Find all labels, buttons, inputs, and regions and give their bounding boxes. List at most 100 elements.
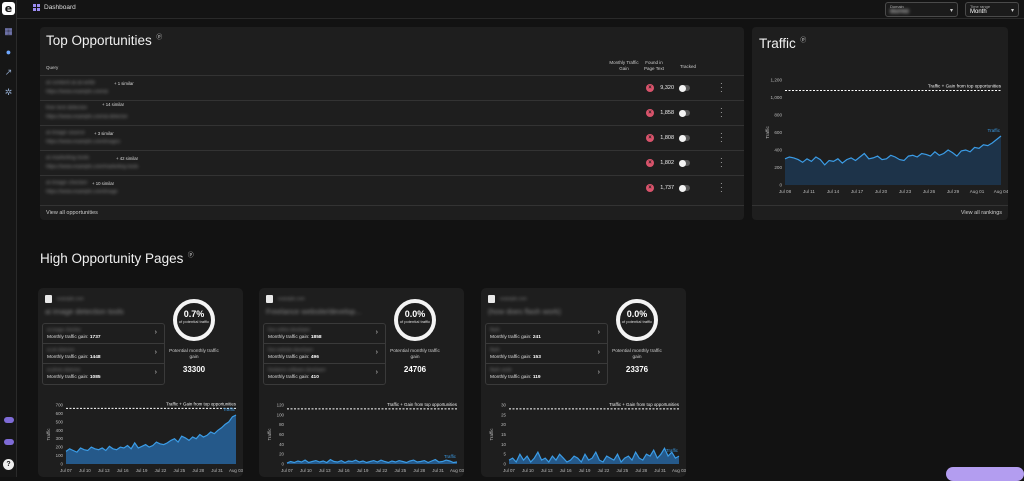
chevron-right-icon[interactable]: ›	[155, 349, 157, 356]
query-row[interactable]: ai photo detector Monthly traffic gain: …	[43, 364, 164, 384]
series-area	[785, 136, 1001, 185]
help-icon[interactable]: ⓟ	[188, 253, 194, 259]
tracked-toggle[interactable]	[679, 135, 690, 141]
chevron-right-icon[interactable]: ›	[598, 369, 600, 376]
domain-select[interactable]: Domain blurred ▾	[885, 2, 958, 17]
x-tick-label: Jul 25	[394, 468, 406, 473]
query-row[interactable]: free website developer Monthly traffic g…	[264, 344, 385, 364]
chevron-right-icon[interactable]: ›	[376, 349, 378, 356]
query-text[interactable]: free text detector	[46, 105, 87, 111]
more-icon[interactable]: ···	[720, 132, 723, 144]
more-icon[interactable]: ···	[720, 107, 723, 119]
query-url[interactable]: https://www.example.com/images	[46, 139, 120, 145]
query-row[interactable]: flash Monthly traffic gain: 153 ›	[486, 344, 607, 364]
tracked-toggle[interactable]	[679, 85, 690, 91]
query-gain: Monthly traffic gain: 1737	[47, 335, 101, 340]
page-title[interactable]: (how does flash work)	[488, 307, 561, 316]
chevron-right-icon[interactable]: ›	[376, 369, 378, 376]
page-card[interactable]: example.com (how does flash work) flash …	[481, 288, 686, 477]
gain-label: Monthly traffic gain:	[268, 375, 310, 380]
page-title[interactable]: Freelance website/develop...	[266, 307, 361, 316]
toggle-a[interactable]	[4, 417, 14, 423]
more-icon[interactable]: ···	[720, 82, 723, 94]
top-opportunities-card: Top Opportunities ⓟ Query Monthly Traffi…	[40, 27, 744, 220]
breadcrumb-label[interactable]: Dashboard	[44, 4, 76, 11]
chevron-down-icon: ▾	[1011, 7, 1014, 14]
table-row[interactable]: ai marketing tools + 42 similar https://…	[40, 150, 744, 175]
x-tick-label: Jul 31	[211, 468, 223, 473]
reference-label: Traffic + Gain from top opportunities	[928, 84, 1002, 89]
chevron-right-icon[interactable]: ›	[376, 329, 378, 336]
query-row[interactable]: free online developer Monthly traffic ga…	[264, 324, 385, 344]
help-icon[interactable]: ⓟ	[800, 38, 806, 44]
query-row[interactable]: freelance software developer Monthly tra…	[264, 364, 385, 384]
col-gain[interactable]: Monthly Traffic Gain	[608, 60, 640, 72]
gain-label: Monthly traffic gain:	[47, 375, 89, 380]
dashboard-icon[interactable]: ▦	[4, 27, 13, 36]
query-list: free online developer Monthly traffic ga…	[263, 323, 386, 385]
similar-badge[interactable]: + 42 similar	[116, 156, 138, 161]
percent-label: of potential traffic	[177, 319, 211, 324]
y-tick-label: 30	[501, 403, 506, 408]
page-card[interactable]: example.com ai image detection tools ai …	[38, 288, 243, 477]
query-text[interactable]: ai content ai-ai-write	[46, 80, 95, 86]
tracked-toggle[interactable]	[679, 185, 690, 191]
help-icon[interactable]: ●	[4, 48, 13, 57]
chart-icon[interactable]: ↗	[4, 68, 13, 77]
query-url[interactable]: https://www.example.com/ai-detector	[46, 114, 128, 120]
x-tick-label: Jul 16	[560, 468, 572, 473]
table-row[interactable]: ai image checker + 10 similar https://ww…	[40, 175, 744, 200]
more-icon[interactable]: ···	[720, 182, 723, 194]
x-tick-label: Jul 20	[875, 189, 888, 194]
query-text[interactable]: ai marketing tools	[46, 155, 89, 161]
page-card[interactable]: example.com Freelance website/develop...…	[259, 288, 464, 477]
similar-badge[interactable]: + 1 similar	[114, 81, 134, 86]
col-found: Found in Page Text	[640, 60, 668, 72]
not-found-icon: ×	[646, 84, 654, 92]
similar-badge[interactable]: + 14 similar	[102, 102, 124, 107]
query-row[interactable]: flash cards Monthly traffic gain: 119 ›	[486, 364, 607, 384]
potential-label: Potential monthly traffic gain	[611, 349, 663, 361]
query-url[interactable]: https://www.example.com/image	[46, 189, 118, 195]
time-range-select[interactable]: Time range Month ▾	[965, 2, 1019, 17]
x-tick-label: Jul 11	[803, 189, 815, 194]
query-url[interactable]: https://www.example.com/marketing-tools	[46, 164, 138, 170]
document-icon	[266, 295, 273, 303]
floating-action-button[interactable]	[946, 467, 1024, 481]
help-icon[interactable]: ⓟ	[156, 35, 162, 41]
tracked-toggle[interactable]	[679, 160, 690, 166]
chevron-right-icon[interactable]: ›	[155, 329, 157, 336]
query-name: flash	[490, 347, 500, 352]
app-logo[interactable]: e	[2, 2, 15, 15]
query-url[interactable]: https://www.example.com/ai	[46, 89, 108, 95]
view-all-rankings-link[interactable]: View all rankings	[961, 210, 1002, 216]
toggle-b[interactable]	[4, 439, 14, 445]
page-title[interactable]: ai image detection tools	[45, 307, 124, 316]
view-all-opportunities-link[interactable]: View all opportunities	[46, 210, 98, 216]
document-icon	[488, 295, 495, 303]
more-icon[interactable]: ···	[720, 157, 723, 169]
y-tick-label: 0	[779, 183, 782, 188]
query-row[interactable]: ai image checker Monthly traffic gain: 1…	[43, 324, 164, 344]
gear-icon[interactable]: ✲	[4, 88, 13, 97]
table-row[interactable]: ai content ai-ai-write + 1 similar https…	[40, 75, 744, 100]
query-row[interactable]: ai art detector Monthly traffic gain: 14…	[43, 344, 164, 364]
similar-badge[interactable]: + 3 similar	[94, 131, 114, 136]
table-row[interactable]: ai image source + 3 similar https://www.…	[40, 125, 744, 150]
percent-value: 0.0%	[398, 309, 432, 319]
query-text[interactable]: ai image source	[46, 130, 85, 136]
table-row[interactable]: free text detector + 14 similar https://…	[40, 100, 744, 125]
similar-badge[interactable]: + 10 similar	[92, 181, 114, 186]
y-tick-label: 15	[501, 432, 506, 437]
tracked-toggle[interactable]	[679, 110, 690, 116]
query-name: free online developer	[268, 327, 310, 332]
chevron-right-icon[interactable]: ›	[155, 369, 157, 376]
chevron-right-icon[interactable]: ›	[598, 329, 600, 336]
help-circle-icon[interactable]: ?	[3, 459, 14, 470]
query-row[interactable]: flash Monthly traffic gain: 241 ›	[486, 324, 607, 344]
potential-value: 33300	[168, 365, 220, 374]
query-text[interactable]: ai image checker	[46, 180, 88, 186]
potential-ring: 0.0% of potential traffic	[394, 299, 436, 341]
chevron-down-icon: ▾	[950, 7, 953, 14]
chevron-right-icon[interactable]: ›	[598, 349, 600, 356]
